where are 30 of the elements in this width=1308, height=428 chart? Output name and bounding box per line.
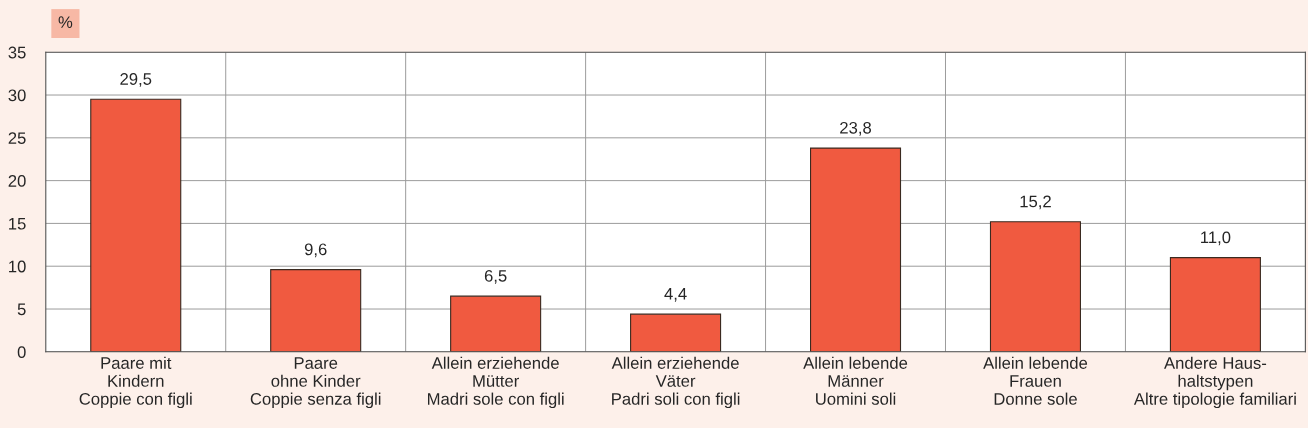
y-tick-label: 5 [17, 303, 26, 316]
x-tick-label: Allein erziehende Väter Padri soli con figli [611, 356, 740, 409]
bar [989, 221, 1082, 352]
x-tick-label: Allein erziehende Mütter Madri sole con figli [428, 356, 564, 409]
x-tick-label: Allein lebende Frauen Donne sole [983, 356, 1088, 405]
bar [450, 295, 542, 352]
y-tick-label: 15 [9, 217, 26, 230]
data-label: 6,5 [484, 269, 507, 284]
data-label: 23,8 [840, 121, 872, 136]
bar [630, 313, 722, 352]
x-tick-label: Paare ohne Kinder Coppie senza figli [250, 357, 381, 409]
x-tick-label: Allein lebende Männer Uomini soli [803, 356, 908, 405]
y-tick-label: 0 [17, 346, 26, 359]
bar [809, 147, 902, 352]
x-tick-label: Andere Haus- haltstypen Altre tipologie familiari [1133, 356, 1296, 409]
data-label: 15,2 [1020, 195, 1051, 210]
data-label: 29,5 [120, 73, 152, 87]
data-label: 9,6 [304, 243, 327, 258]
data-label: 11,0 [1201, 231, 1231, 246]
bar [270, 269, 362, 352]
y-axis-title: % [58, 16, 73, 28]
bar [90, 98, 182, 352]
y-tick-label: 10 [9, 260, 26, 273]
y-tick-label: 30 [8, 89, 26, 102]
y-tick-label: 25 [8, 132, 26, 145]
y-tick-label: 35 [8, 46, 26, 59]
data-label: 4,4 [664, 288, 687, 302]
x-tick-label: Paare mit Kindern Coppie con figli [79, 356, 192, 409]
bar [1169, 257, 1261, 352]
y-tick-label: 20 [8, 175, 26, 187]
